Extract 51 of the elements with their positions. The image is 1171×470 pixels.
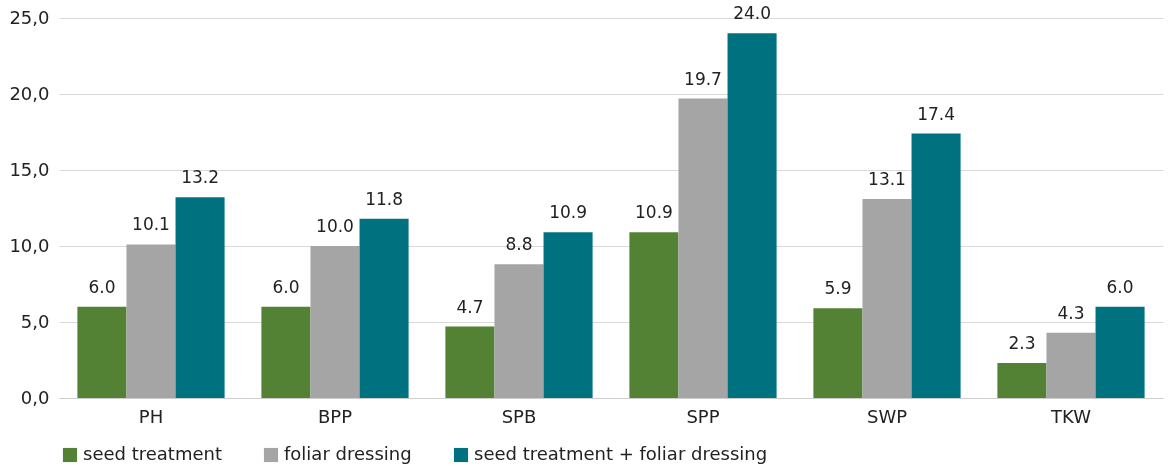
bar [1095, 306, 1145, 398]
y-tick-label: 20,0 [9, 82, 50, 104]
x-tick-label: PH [138, 405, 164, 427]
data-label: 10.9 [549, 202, 587, 223]
bar [445, 326, 495, 398]
data-label: 6.0 [272, 276, 300, 297]
data-label: 13.2 [181, 167, 219, 188]
data-label: 4.7 [456, 296, 484, 317]
y-tick-label: 25,0 [9, 6, 50, 28]
data-label: 19.7 [684, 68, 722, 89]
bar [310, 246, 360, 398]
data-label: 13.1 [868, 168, 906, 189]
bar [261, 306, 311, 398]
bar [175, 197, 225, 398]
bar [359, 218, 409, 398]
x-tick-label: TKW [1050, 405, 1092, 427]
data-label: 6.0 [1106, 276, 1134, 297]
bar [997, 363, 1047, 398]
legend-label: seed treatment [83, 443, 222, 464]
y-tick-label: 5,0 [20, 310, 50, 332]
x-tick-label: SPP [686, 405, 720, 427]
data-label: 5.9 [824, 278, 852, 299]
bar [727, 33, 777, 398]
bar [813, 308, 863, 398]
bar [126, 244, 176, 398]
x-tick-label: BPP [317, 405, 353, 427]
data-label: 8.8 [505, 234, 533, 255]
data-label: 24.0 [733, 3, 771, 24]
bar [862, 198, 912, 398]
data-label: 11.8 [365, 188, 403, 209]
data-label: 2.3 [1008, 333, 1036, 354]
data-label: 10.1 [132, 214, 170, 235]
bar [1046, 332, 1096, 398]
data-label: 4.3 [1057, 302, 1085, 323]
bar [543, 232, 593, 398]
y-tick-label: 0,0 [20, 386, 50, 408]
data-label: 10.0 [316, 216, 354, 236]
y-tick-label: 10,0 [9, 234, 50, 256]
legend-label: seed treatment + foliar dressing [474, 443, 768, 464]
bar [77, 306, 127, 398]
bar [629, 232, 679, 398]
x-tick-label: SPB [501, 405, 537, 427]
data-label: 10.9 [635, 202, 673, 223]
bar [911, 133, 961, 398]
legend-label: foliar dressing [284, 443, 412, 464]
bar [494, 264, 544, 398]
data-label: 17.4 [917, 103, 955, 124]
y-tick-label: 15,0 [9, 158, 50, 180]
x-tick-label: SWP [866, 405, 908, 427]
bar [678, 98, 728, 398]
data-label: 6.0 [88, 276, 116, 297]
